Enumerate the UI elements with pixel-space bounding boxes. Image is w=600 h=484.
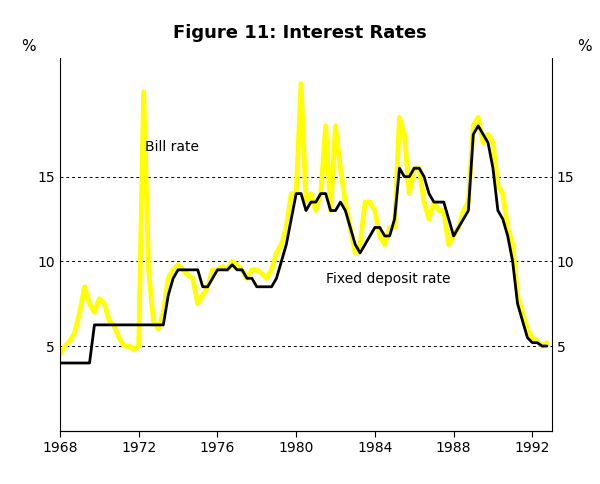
Text: Fixed deposit rate: Fixed deposit rate bbox=[326, 272, 450, 287]
Text: Figure 11: Interest Rates: Figure 11: Interest Rates bbox=[173, 24, 427, 42]
Text: %: % bbox=[577, 39, 591, 54]
Text: %: % bbox=[21, 39, 35, 54]
Text: Bill rate: Bill rate bbox=[145, 140, 199, 154]
